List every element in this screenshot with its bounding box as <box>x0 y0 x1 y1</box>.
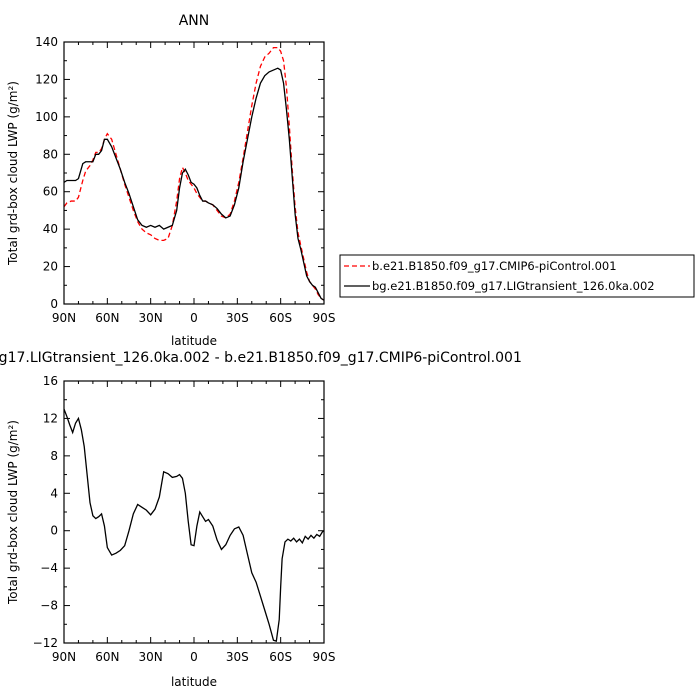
bottom-x-tick-label: 60S <box>269 650 292 664</box>
legend: b.e21.B1850.f09_g17.CMIP6-piControl.001 … <box>339 254 695 298</box>
bottom-y-tick-label: 0 <box>50 524 58 538</box>
top-y-axis: 0 20 40 60 80 100 120 140 <box>35 35 324 311</box>
legend-label-ligtransient: bg.e21.B1850.f09_g17.LIGtransient_126.0k… <box>372 279 655 293</box>
legend-entry-ligtransient: bg.e21.B1850.f09_g17.LIGtransient_126.0k… <box>344 279 655 293</box>
bottom-y-tick-label: 8 <box>50 449 58 463</box>
top-x-tick-label: 30N <box>139 311 163 325</box>
bottom-x-tick-label: 60N <box>95 650 119 664</box>
top-x-tick-label: 60N <box>95 311 119 325</box>
bottom-plot-frame <box>63 380 325 644</box>
top-chart-title: ANN <box>179 13 210 29</box>
top-y-tick-label: 100 <box>35 110 58 124</box>
top-plot-frame <box>63 41 325 305</box>
bottom-x-tick-label: 30S <box>226 650 249 664</box>
legend-box <box>339 254 695 298</box>
bottom-x-tick-label: 0 <box>190 650 198 664</box>
bottom-y-tick-label: 4 <box>50 486 58 500</box>
bottom-x-axis: 90N 60N 30N 0 30S 60S 90S <box>52 381 336 664</box>
bottom-x-axis-label: latitude <box>171 675 217 689</box>
bottom-x-tick-label: 90N <box>52 650 76 664</box>
bottom-y-axis-label: Total grd-box cloud LWP (g/m²) <box>6 420 20 605</box>
bottom-x-tick-label: 90S <box>313 650 336 664</box>
bottom-y-tick-label: 12 <box>43 411 58 425</box>
top-x-tick-label: 0 <box>190 311 198 325</box>
top-y-tick-label: 20 <box>43 260 58 274</box>
top-y-tick-label: 120 <box>35 72 58 86</box>
top-y-tick-label: 80 <box>43 147 58 161</box>
bottom-x-tick-label: 30N <box>139 650 163 664</box>
bottom-chart-title: bg.e21.B1850.f09_g17.LIGtransient_126.0k… <box>0 350 522 366</box>
bottom-y-tick-label: −12 <box>33 636 58 650</box>
top-x-tick-label: 90N <box>52 311 76 325</box>
top-x-tick-label: 90S <box>313 311 336 325</box>
bottom-y-tick-label: −8 <box>40 599 58 613</box>
top-x-axis-label: latitude <box>171 334 217 348</box>
bottom-series-line-0 <box>63 408 325 642</box>
top-y-axis-label: Total grd-box cloud LWP (g/m²) <box>6 81 20 266</box>
top-panel: ANN 90N 60N 30N 0 30S 60S 90S 0 20 40 60 80 100 120 1… <box>6 13 335 348</box>
top-x-tick-label: 60S <box>269 311 292 325</box>
legend-entry-picontrol: b.e21.B1850.f09_g17.CMIP6-piControl.001 <box>344 259 617 273</box>
bottom-series-group <box>63 408 325 642</box>
top-series-line-0 <box>63 46 325 301</box>
top-series-group <box>63 46 325 301</box>
bottom-panel: bg.e21.B1850.f09_g17.LIGtransient_126.0k… <box>0 350 522 689</box>
top-x-axis: 90N 60N 30N 0 30S 60S 90S <box>52 42 336 325</box>
legend-label-picontrol: b.e21.B1850.f09_g17.CMIP6-piControl.001 <box>372 259 617 273</box>
bottom-y-tick-label: −4 <box>40 561 58 575</box>
top-y-tick-label: 140 <box>35 35 58 49</box>
top-y-tick-label: 0 <box>50 297 58 311</box>
bottom-y-axis: −12 −8 −4 0 4 8 12 16 <box>33 374 324 650</box>
top-y-tick-label: 40 <box>43 222 58 236</box>
top-x-tick-label: 30S <box>226 311 249 325</box>
top-series-line-1 <box>63 67 325 301</box>
bottom-y-tick-label: 16 <box>43 374 58 388</box>
top-y-tick-label: 60 <box>43 185 58 199</box>
